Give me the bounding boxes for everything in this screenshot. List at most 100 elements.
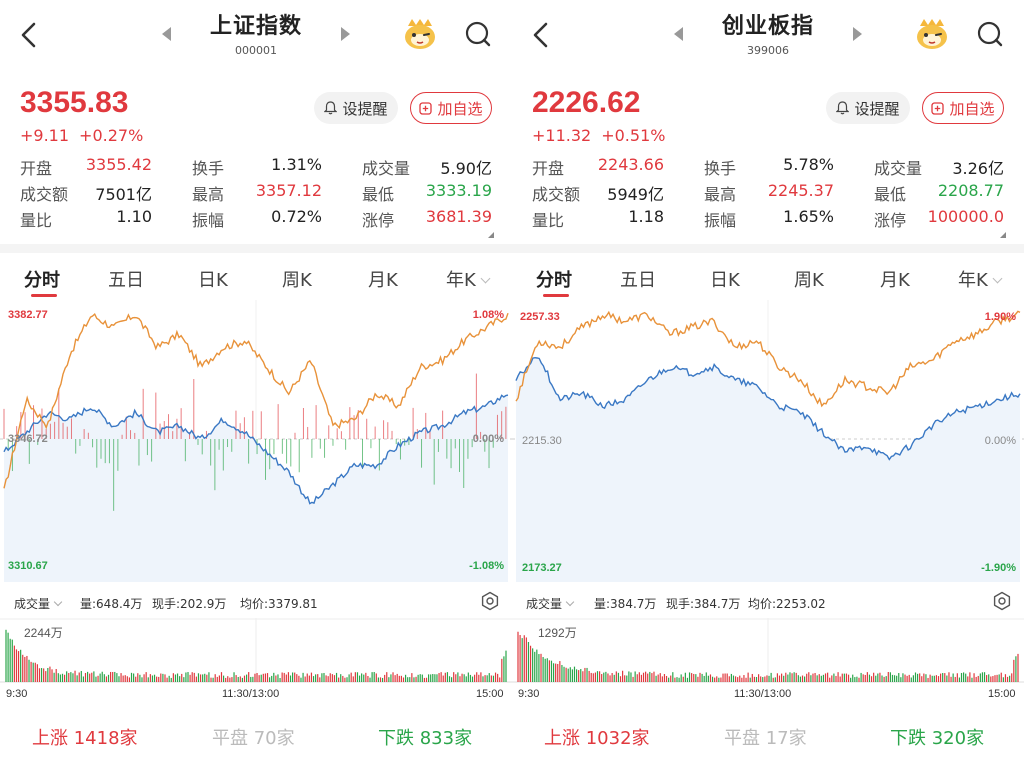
expand-corner-icon[interactable] [1000,232,1006,238]
stat-label-amount: 成交额 [532,185,581,204]
area-fill [516,357,1020,582]
stats-row: 量比 1.10 振幅 0.72% 涨停 3681.39 [20,207,500,233]
current-hand-stat: 现手:202.9万 [152,597,227,611]
chevron-down-icon [992,273,1003,284]
tab-monthly-k[interactable]: 月K [368,270,398,291]
unchanged-count: 70家 [253,728,295,749]
stat-label-low: 最低 [874,185,907,204]
decliners: 下跌 320家 [890,724,984,750]
add-favorite-label: 加自选 [437,99,483,118]
tab-intraday[interactable]: 分时 [24,270,60,291]
average-line [3,394,509,505]
settings-button[interactable] [992,591,1012,611]
time-label-open: 9:30 [518,688,540,700]
stat-label-limit-up: 涨停 [362,211,395,230]
stat-value-turnover: 1.31% [271,155,322,174]
unchanged-label: 平盘 [212,728,248,749]
tab-daily-k[interactable]: 日K [198,270,228,291]
tab-five-day[interactable]: 五日 [620,270,656,291]
tab-yearly-k[interactable]: 年K [446,266,491,292]
y-axis-mid-label: 3346.72 [8,433,48,445]
tab-five-day[interactable]: 五日 [108,270,144,291]
prev-index-button[interactable] [674,27,683,41]
volume-chart[interactable]: 2244万 [0,618,512,706]
mascot-button[interactable] [914,16,950,52]
stat-label-volume: 成交量 [874,159,923,178]
stat-value-open: 2243.66 [597,155,664,174]
stats-grid: 开盘 2243.66 换手 5.78% 成交量 3.26亿 成交额 5949亿 … [532,155,1012,233]
bell-icon [324,101,338,115]
change-percent: +0.51% [601,126,666,145]
time-label-midday: 11:30/13:00 [222,688,280,700]
search-button[interactable] [462,18,494,50]
stats-row: 开盘 3355.42 换手 1.31% 成交量 5.90亿 [20,155,500,181]
volume-chart-svg [512,618,1024,683]
add-favorite-button[interactable]: 加自选 [922,92,1004,124]
tab-yearly-k-label: 年K [958,270,988,291]
average-line [515,356,1021,461]
intraday-chart[interactable]: 3382.77 1.08% 3346.72 0.00% 3310.67 -1.0… [0,300,512,582]
search-button[interactable] [974,18,1006,50]
mascot-button[interactable] [402,16,438,52]
title-block: 上证指数 000001 [0,8,512,57]
stat-value-amplitude: 0.72% [271,207,322,226]
set-alert-button[interactable]: 设提醒 [314,92,398,124]
stat-value-volume-ratio: 1.10 [116,207,152,226]
time-label-close: 15:00 [476,688,504,700]
stats-row: 开盘 2243.66 换手 5.78% 成交量 3.26亿 [532,155,1012,181]
pct-axis-top-label: 1.08% [472,309,504,321]
tab-intraday[interactable]: 分时 [536,270,572,291]
time-label-close: 15:00 [988,688,1016,700]
stat-value-high: 3357.12 [255,181,322,200]
top-bar: 创业板指 399006 [512,0,1024,70]
current-price: 3355.83 [20,86,129,119]
back-button[interactable] [526,18,556,52]
market-breadth: 上涨 1418家 平盘 70家 下跌 833家 [0,712,512,760]
stat-label-limit-up: 涨停 [874,211,907,230]
price-line [3,312,509,489]
stat-value-amplitude: 1.65% [783,207,834,226]
volume-chart[interactable]: 1292万 [512,618,1024,706]
chevron-left-icon [21,22,36,48]
tab-yearly-k-label: 年K [446,270,476,291]
tab-weekly-k[interactable]: 周K [282,270,312,291]
unchanged: 平盘 70家 [212,724,295,750]
avg-price-stat: 均价:2253.02 [748,597,826,611]
volume-max-label: 1292万 [538,626,577,640]
set-alert-label: 设提醒 [854,99,900,118]
bell-icon [836,101,850,115]
settings-button[interactable] [480,591,500,611]
add-favorite-button[interactable]: 加自选 [410,92,492,124]
stat-label-high: 最高 [704,185,737,204]
tab-weekly-k[interactable]: 周K [794,270,824,291]
next-index-button[interactable] [853,27,862,41]
stat-label-low: 最低 [362,185,395,204]
mascot-icon [405,19,435,49]
tab-monthly-k[interactable]: 月K [880,270,910,291]
volume-stat: 量:384.7万 [594,597,657,611]
tab-daily-k[interactable]: 日K [710,270,740,291]
intraday-chart[interactable]: 2257.33 1.90% 2215.30 0.00% 2173.27 -1.9… [512,300,1024,582]
settings-icon [481,591,499,611]
unchanged: 平盘 17家 [724,724,807,750]
change-value: +9.11 [20,126,70,145]
volume-max-label: 2244万 [24,626,63,640]
indicator-selector[interactable]: 成交量 [526,595,575,612]
prev-index-button[interactable] [162,27,171,41]
stats-grid: 开盘 3355.42 换手 1.31% 成交量 5.90亿 成交额 7501亿 … [20,155,500,233]
pct-axis-top-label: 1.90% [984,311,1016,323]
next-index-button[interactable] [341,27,350,41]
stat-label-amount: 成交额 [20,185,69,204]
volume-chart-svg [0,618,512,683]
tab-yearly-k[interactable]: 年K [958,266,1003,292]
advancers: 上涨 1032家 [544,724,650,750]
chevron-down-icon [565,597,575,607]
indicator-selector[interactable]: 成交量 [14,595,63,612]
back-button[interactable] [14,18,44,52]
stat-value-volume-ratio: 1.18 [628,207,664,226]
mascot-icon [917,19,947,49]
area-fill [4,395,508,582]
set-alert-button[interactable]: 设提醒 [826,92,910,124]
expand-corner-icon[interactable] [488,232,494,238]
price-change: +9.11 +0.27% [20,126,153,145]
